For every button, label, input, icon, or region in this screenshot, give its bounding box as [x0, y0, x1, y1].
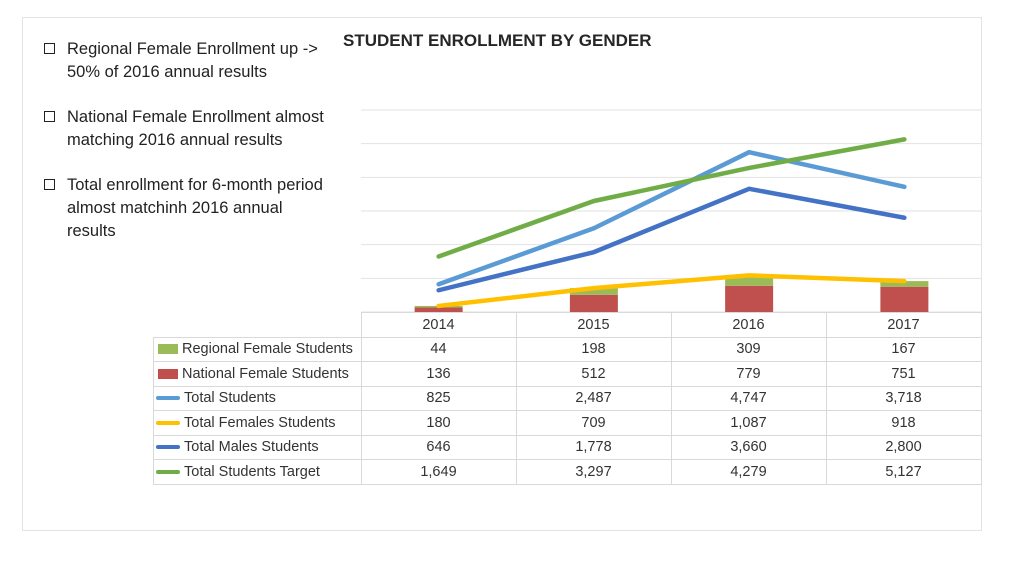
data-label: 136 — [360, 361, 517, 387]
table-header-row: 2014 2015 2016 2017 — [153, 312, 982, 338]
table-row: Total Females Students 180 709 1,087 918 — [153, 410, 982, 436]
checkbox-bullet-icon — [44, 179, 55, 190]
data-label: 751 — [825, 361, 982, 387]
x-tick-label: 2016 — [670, 312, 827, 338]
legend-entry: Total Males Students — [153, 434, 362, 460]
series-line — [436, 186, 907, 293]
data-label: 198 — [515, 336, 672, 362]
bar — [880, 286, 929, 312]
data-label: 1,649 — [360, 459, 517, 485]
legend-label: Regional Female Students — [182, 341, 353, 358]
data-table: 2014 2015 2016 2017 Regional Female Stud… — [153, 312, 982, 485]
data-label: 1,087 — [670, 410, 827, 436]
checkbox-bullet-icon — [44, 111, 55, 122]
data-label: 2,487 — [515, 385, 672, 411]
legend-label: Total Males Students — [184, 439, 319, 456]
series-line — [436, 149, 907, 287]
legend-key-icon — [158, 368, 178, 379]
legend-label: Total Students Target — [184, 463, 320, 480]
data-label: 3,718 — [825, 385, 982, 411]
bullet-item: Regional Female Enrollment up -> 50% of … — [44, 38, 334, 84]
legend-label: Total Students — [184, 390, 276, 407]
data-label: 825 — [360, 385, 517, 411]
legend-label: Total Females Students — [184, 414, 336, 431]
table-row: Total Students 825 2,487 4,747 3,718 — [153, 385, 982, 411]
bar — [569, 294, 618, 312]
bar — [725, 285, 774, 312]
bullet-text: Total enrollment for 6-month period almo… — [67, 176, 323, 240]
bullet-list: Regional Female Enrollment up -> 50% of … — [44, 38, 334, 265]
data-label: 918 — [825, 410, 982, 436]
x-tick-label: 2015 — [515, 312, 672, 338]
bar — [880, 281, 929, 287]
data-label: 5,127 — [825, 459, 982, 485]
bullet-item: National Female Enrollment almost matchi… — [44, 106, 334, 152]
series-line — [436, 273, 907, 309]
table-row: Total Students Target 1,649 3,297 4,279 5,12… — [153, 459, 982, 485]
data-label: 779 — [670, 361, 827, 387]
chart-title: STUDENT ENROLLMENT BY GENDER — [343, 31, 652, 50]
table-row: Regional Female Students 44 198 309 167 — [153, 336, 982, 362]
bullet-text: Regional Female Enrollment up -> 50% of … — [67, 40, 318, 81]
data-label: 167 — [825, 336, 982, 362]
data-label: 709 — [515, 410, 672, 436]
table-row: Total Males Students 646 1,778 3,660 2,800 — [153, 434, 982, 460]
x-tick-label: 2017 — [825, 312, 982, 338]
data-label: 4,279 — [670, 459, 827, 485]
legend-key-icon — [156, 469, 180, 474]
data-label: 309 — [670, 336, 827, 362]
bar — [569, 288, 618, 295]
checkbox-bullet-icon — [44, 43, 55, 54]
bullet-item: Total enrollment for 6-month period almo… — [44, 174, 334, 243]
data-label: 3,660 — [670, 434, 827, 460]
slide-frame — [22, 17, 982, 531]
data-label: 646 — [360, 434, 517, 460]
legend-key-icon — [156, 420, 180, 425]
data-label: 1,778 — [515, 434, 672, 460]
legend-key-icon — [156, 445, 180, 450]
legend-entry: Regional Female Students — [153, 336, 362, 362]
data-label: 2,800 — [825, 434, 982, 460]
legend-entry: Total Students Target — [153, 459, 362, 485]
legend-entry: National Female Students — [153, 361, 362, 387]
data-label: 3,297 — [515, 459, 672, 485]
series-line — [436, 137, 907, 259]
table-corner — [153, 312, 362, 338]
table-row: National Female Students 136 512 779 751 — [153, 361, 982, 387]
legend-entry: Total Females Students — [153, 410, 362, 436]
legend-label: National Female Students — [182, 365, 349, 382]
bar — [725, 275, 774, 286]
data-label: 512 — [515, 361, 672, 387]
bullet-text: National Female Enrollment almost matchi… — [67, 108, 324, 149]
legend-key-icon — [156, 396, 180, 401]
data-label: 180 — [360, 410, 517, 436]
bar — [414, 307, 463, 312]
legend-key-icon — [158, 344, 178, 355]
x-tick-label: 2014 — [360, 312, 517, 338]
data-label: 4,747 — [670, 385, 827, 411]
data-label: 44 — [360, 336, 517, 362]
legend-entry: Total Students — [153, 385, 362, 411]
